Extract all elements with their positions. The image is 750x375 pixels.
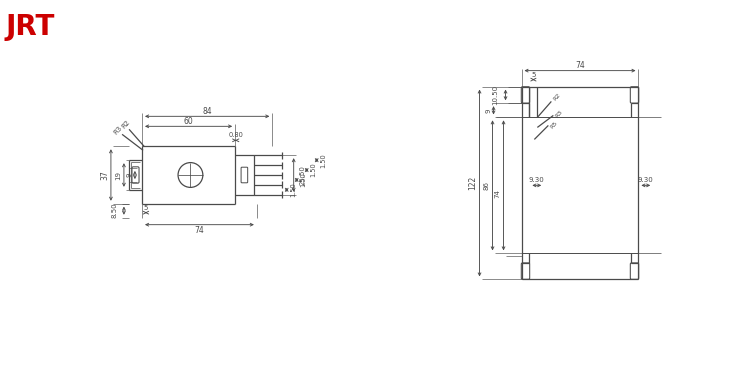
Text: 60: 60	[184, 117, 194, 126]
Text: 74: 74	[494, 189, 500, 198]
Text: 5: 5	[144, 205, 148, 211]
Text: 25.50: 25.50	[300, 165, 306, 185]
Text: JRT: JRT	[5, 13, 54, 41]
Text: 86: 86	[484, 181, 490, 190]
Text: 5: 5	[531, 72, 536, 78]
Text: R2: R2	[552, 92, 562, 101]
Text: R3: R3	[113, 124, 124, 135]
Text: 84: 84	[202, 107, 212, 116]
Text: 122: 122	[468, 176, 477, 190]
Text: 9: 9	[127, 173, 133, 177]
Text: 1.50: 1.50	[310, 163, 316, 177]
Text: 8.50: 8.50	[112, 203, 118, 219]
Text: 19: 19	[115, 171, 121, 180]
Text: 37: 37	[100, 170, 109, 180]
Text: 1.50: 1.50	[291, 183, 297, 197]
Text: 74: 74	[575, 61, 585, 70]
Text: 0.80: 0.80	[228, 132, 243, 138]
Text: 9.30: 9.30	[638, 177, 654, 183]
Text: 10.50: 10.50	[493, 85, 499, 105]
Text: 1.50: 1.50	[301, 172, 307, 188]
Text: 1.50: 1.50	[321, 153, 327, 168]
Text: 9: 9	[485, 108, 491, 112]
Text: R5: R5	[549, 120, 559, 129]
Text: R2: R2	[121, 118, 132, 129]
Text: R3: R3	[554, 109, 563, 118]
Text: 74: 74	[194, 226, 204, 235]
Text: 9.30: 9.30	[529, 177, 544, 183]
